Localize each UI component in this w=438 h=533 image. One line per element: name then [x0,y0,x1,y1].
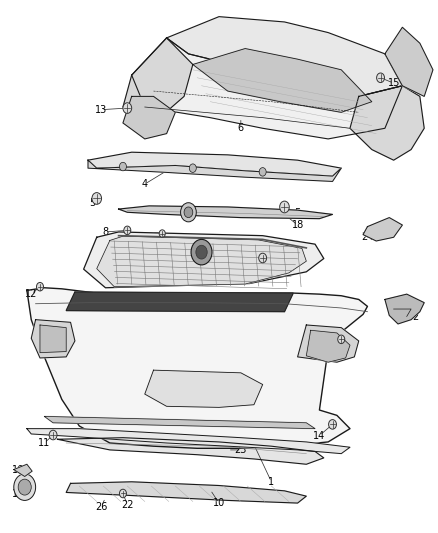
Polygon shape [193,49,372,112]
Circle shape [377,73,385,83]
Text: 16: 16 [12,465,24,474]
Polygon shape [31,320,75,358]
Circle shape [189,164,196,172]
Circle shape [36,282,43,291]
Circle shape [191,239,212,265]
Text: 6: 6 [238,123,244,133]
Circle shape [259,167,266,176]
Text: 1: 1 [268,477,275,487]
Polygon shape [350,86,424,160]
Circle shape [184,207,193,217]
Text: 10: 10 [213,498,225,508]
Polygon shape [57,438,324,464]
Text: 3: 3 [268,78,275,88]
Circle shape [159,230,165,237]
Circle shape [92,192,102,204]
Text: 21: 21 [274,256,286,266]
Circle shape [338,335,345,344]
Polygon shape [123,96,175,139]
Text: 24: 24 [361,232,374,243]
Polygon shape [132,38,403,139]
Circle shape [18,479,31,495]
Text: 5: 5 [294,208,301,219]
Text: 13: 13 [95,104,107,115]
Text: 11: 11 [38,438,50,448]
Text: 7: 7 [303,251,310,261]
Polygon shape [123,38,193,123]
Polygon shape [166,17,403,96]
Text: 23: 23 [235,445,247,455]
Polygon shape [88,160,341,181]
Circle shape [123,103,132,114]
Polygon shape [66,292,293,312]
Polygon shape [306,330,350,362]
Text: 26: 26 [95,502,107,512]
Polygon shape [385,27,433,96]
Polygon shape [84,232,324,288]
Polygon shape [88,152,341,176]
Circle shape [120,163,127,171]
Text: 17: 17 [12,489,25,499]
Polygon shape [27,288,367,448]
Text: 20: 20 [213,251,225,261]
Polygon shape [145,370,263,407]
Text: 4: 4 [142,179,148,189]
Circle shape [328,419,336,429]
Circle shape [124,226,131,235]
Text: 18: 18 [291,220,304,230]
Text: 22: 22 [121,499,134,510]
Text: 14: 14 [313,431,325,441]
Circle shape [280,201,289,213]
Polygon shape [97,236,306,287]
Circle shape [120,489,127,498]
Circle shape [196,245,207,259]
Circle shape [14,474,35,500]
Text: 12: 12 [25,289,37,299]
Polygon shape [14,464,32,477]
Polygon shape [297,325,359,362]
Polygon shape [27,429,350,454]
Circle shape [49,430,57,440]
Polygon shape [119,206,332,219]
Polygon shape [40,325,66,353]
Text: 8: 8 [102,227,109,237]
Text: 15: 15 [388,78,400,88]
Text: 25: 25 [147,232,160,243]
Text: 2: 2 [412,312,419,322]
Polygon shape [385,294,424,324]
Text: 9: 9 [94,267,100,277]
Text: 19: 19 [322,344,334,354]
Polygon shape [44,416,315,429]
Text: 5: 5 [89,198,95,208]
Circle shape [259,253,267,263]
Circle shape [180,203,196,222]
Polygon shape [66,482,306,503]
Polygon shape [363,217,403,241]
